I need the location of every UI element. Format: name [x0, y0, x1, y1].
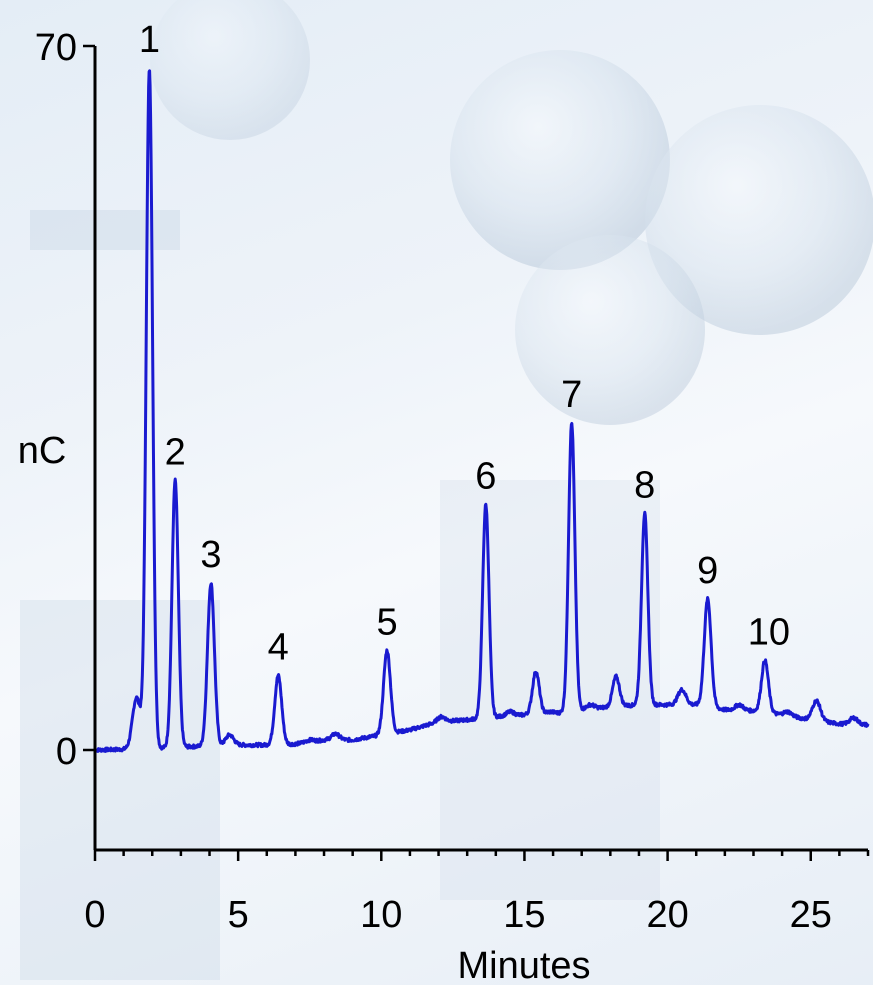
- peak-label-9: 9: [697, 550, 718, 592]
- x-tick-label: 5: [228, 894, 249, 936]
- x-axis-label: Minutes: [457, 945, 590, 985]
- peak-label-4: 4: [268, 627, 289, 669]
- y-tick-label: 0: [56, 731, 77, 773]
- peak-label-6: 6: [475, 456, 496, 498]
- x-tick-label: 0: [84, 894, 105, 936]
- y-tick-label: 70: [35, 27, 77, 69]
- x-tick-label: 15: [503, 894, 545, 936]
- peak-label-3: 3: [200, 534, 221, 576]
- x-tick-label: 10: [360, 894, 402, 936]
- y-axis-ticks: 0 70: [35, 27, 95, 773]
- peak-labels: 1 2 3 4 5 6 7 8 9 10: [139, 19, 790, 668]
- peak-label-10: 10: [748, 611, 790, 653]
- y-axis-label: nC: [18, 430, 67, 472]
- chromatogram-trace: [93, 69, 870, 753]
- peak-label-5: 5: [376, 601, 397, 643]
- x-axis-ticks: 0 5 10 15 20 25: [84, 850, 870, 936]
- peak-label-7: 7: [561, 374, 582, 416]
- x-tick-label: 25: [790, 894, 832, 936]
- x-tick-label: 20: [646, 894, 688, 936]
- peak-label-2: 2: [165, 431, 186, 473]
- peak-label-8: 8: [634, 465, 655, 507]
- peak-label-1: 1: [139, 19, 160, 61]
